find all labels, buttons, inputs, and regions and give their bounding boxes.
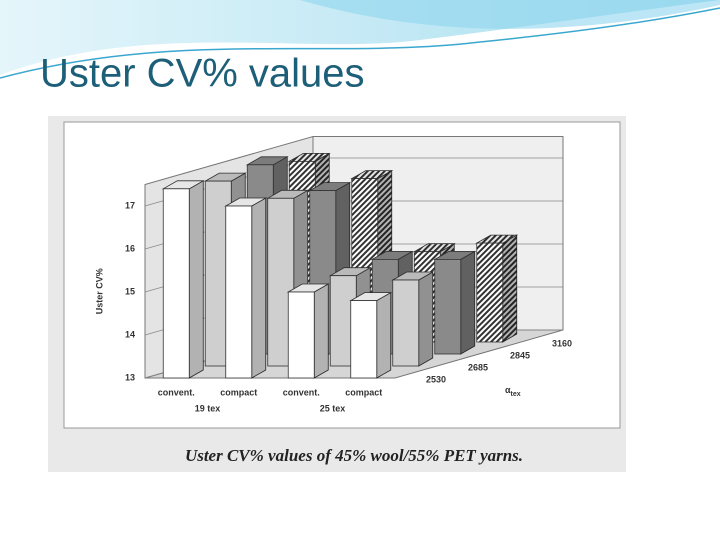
depth-tick-label: 2845 xyxy=(510,350,530,360)
bar xyxy=(475,234,519,343)
bar-front xyxy=(267,197,295,367)
bar-side xyxy=(376,291,392,379)
depth-tick-label: 2530 xyxy=(426,374,446,384)
bar-side xyxy=(313,283,329,379)
depth-axis-label: αtex xyxy=(505,385,521,397)
depth-label-sub: tex xyxy=(511,391,521,398)
x-tick-label: convent. xyxy=(283,387,320,397)
y-tick-label: 15 xyxy=(125,286,135,296)
x-tick-label: compact xyxy=(345,387,382,397)
y-tick-label: 13 xyxy=(125,372,135,382)
group-label: 25 tex xyxy=(320,403,346,413)
bar xyxy=(391,271,435,367)
group-label: 19 tex xyxy=(195,403,221,413)
bar-front xyxy=(225,205,253,379)
x-tick-label: convent. xyxy=(158,387,195,397)
bar-side xyxy=(251,197,267,379)
bar-front xyxy=(287,291,315,379)
bar xyxy=(286,283,330,379)
y-tick-label: 17 xyxy=(125,200,135,210)
depth-tick-label: 2685 xyxy=(468,362,488,372)
bar xyxy=(161,180,205,379)
bar-front xyxy=(392,279,420,367)
bar-side xyxy=(502,234,518,343)
bar-front xyxy=(162,188,190,379)
chart: 13 14 15 16 17 Uster CV% convent. compact conven… xyxy=(94,135,572,413)
caption: Uster CV% values of 45% wool/55% PET yar… xyxy=(185,446,523,465)
depth-label-symbol: α xyxy=(505,385,511,395)
y-tick-label: 14 xyxy=(125,329,135,339)
bar xyxy=(224,197,268,379)
bar xyxy=(433,250,477,355)
y-axis-label: Uster CV% xyxy=(94,268,104,314)
bar-side xyxy=(188,180,204,379)
y-tick-label: 16 xyxy=(125,243,135,253)
slide-title: Uster CV% values xyxy=(40,52,365,96)
x-tick-label: compact xyxy=(220,387,257,397)
swoosh-line xyxy=(0,7,720,79)
bar-front xyxy=(476,242,504,343)
bar-side xyxy=(418,271,434,367)
bar xyxy=(349,291,393,379)
bar-side xyxy=(460,250,476,355)
bar-front xyxy=(434,258,462,355)
depth-tick-label: 3160 xyxy=(552,338,572,348)
bar-front xyxy=(350,300,378,379)
swoosh xyxy=(300,0,720,29)
